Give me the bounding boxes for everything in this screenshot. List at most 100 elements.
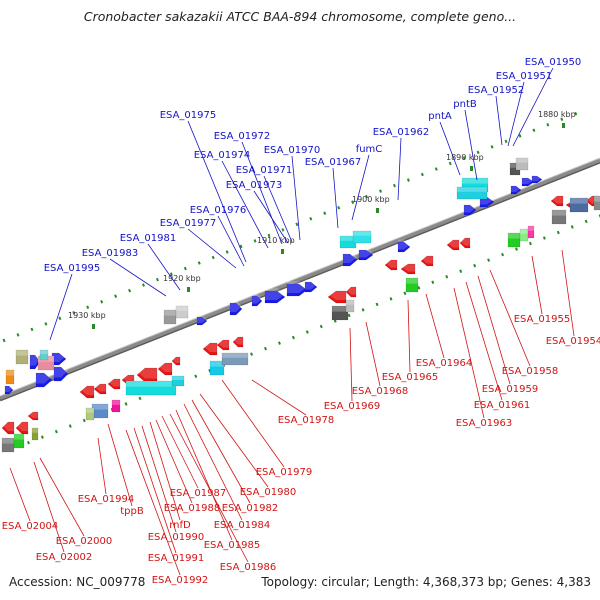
gene-label-esa-01992: ESA_01992 (125, 429, 208, 586)
feature-box-shape (171, 375, 185, 387)
gene-callout-line (141, 425, 177, 533)
gene-label-text: ESA_01952 (468, 85, 525, 96)
gene-label-text: ESA_01969 (324, 401, 381, 412)
reverse-gene-arrow-shape (79, 385, 95, 399)
reverse-gene-arrow (384, 257, 398, 271)
feature-box-shade (210, 361, 224, 367)
forward-gene-arrow-shade (343, 251, 357, 263)
forward-gene-arrow-shape (286, 283, 308, 297)
feature-box-shade (32, 428, 38, 433)
gene-label-esa-01983: ESA_01983 (82, 248, 167, 297)
reverse-gene-arrow-shade (16, 419, 28, 431)
gene-label-text: ESA_01959 (482, 384, 539, 395)
gene-callout-line (489, 269, 531, 367)
forward-gene-arrow-shade (287, 281, 307, 293)
reverse-gene-arrow-shade (447, 237, 459, 248)
gene-callout-line (425, 293, 445, 359)
reverse-gene-arrow (107, 376, 121, 390)
gene-callout-line (187, 120, 247, 263)
feature-box-shade (164, 310, 176, 316)
gene-label-esa-01975: ESA_01975 (160, 110, 247, 263)
feature-box-shade (92, 404, 108, 410)
gene-callout-line (49, 273, 73, 341)
gene-label-text: ESA_01972 (214, 131, 271, 142)
gene-callout-line (175, 409, 233, 541)
feature-box-shape (569, 197, 589, 213)
gene-label-esa-01959: ESA_01959 (477, 275, 539, 395)
upper-tick (183, 266, 187, 271)
feature-box-shade (332, 306, 348, 312)
reverse-gene-arrow-shade (137, 364, 157, 379)
gene-label-text: ESA_01985 (204, 540, 261, 551)
gene-callout-line (477, 275, 511, 385)
feature-box-shade (172, 376, 184, 380)
upper-tick (253, 239, 257, 243)
forward-gene-arrow-shade (5, 384, 13, 392)
gene-label-text: ESA_01983 (82, 248, 139, 259)
forward-gene-arrow-shade (305, 279, 317, 290)
gene-callout-line (155, 419, 193, 504)
feature-box-shade (14, 434, 24, 440)
reverse-gene-arrow (202, 340, 218, 356)
lower-tick (361, 308, 365, 312)
lower-tick (445, 274, 449, 279)
reverse-gene-arrow-shade (346, 284, 356, 295)
gene-callout-line (149, 421, 181, 521)
gene-callout-line (365, 321, 381, 387)
feature-box (515, 157, 529, 171)
feature-box-shape (405, 277, 419, 293)
feature-box (13, 433, 25, 449)
scale-tick-label: 1900 kbp (352, 195, 390, 204)
forward-gene-arrow (29, 351, 41, 370)
forward-gene-arrow (463, 202, 477, 216)
lower-tick (124, 402, 128, 406)
forward-gene-arrow (510, 184, 522, 195)
reverse-gene-arrow-shade (122, 372, 134, 383)
feature-box-shade (406, 278, 418, 284)
upper-tick (392, 183, 396, 188)
feature-box (352, 230, 372, 244)
feature-box-shade (126, 381, 176, 387)
lower-tick (305, 330, 309, 334)
lower-tick (333, 319, 337, 323)
gene-label-fumc: fumC (351, 144, 382, 221)
forward-gene-arrow (35, 369, 53, 388)
forward-gene-arrow-shade (532, 174, 542, 182)
gene-callout-line (221, 160, 269, 249)
lower-tick (501, 252, 505, 257)
feature-box (507, 232, 521, 248)
lower-tick (431, 280, 435, 285)
feature-box-shape (13, 433, 25, 449)
feature-box-shade (112, 400, 120, 405)
feature-box-shade (176, 306, 188, 311)
lower-tick (26, 440, 30, 445)
reverse-gene-arrow-shade (108, 376, 120, 387)
gene-label-text: ESA_01987 (170, 488, 227, 499)
upper-tick (448, 161, 452, 166)
feature-box-shade (508, 233, 520, 239)
forward-gene-arrow (51, 350, 67, 366)
gene-callout-line (161, 415, 199, 489)
reverse-gene-arrow (15, 419, 29, 435)
gene-callout-line (453, 287, 485, 419)
forward-gene-arrow (521, 176, 535, 187)
feature-box (125, 380, 177, 396)
upper-tick (406, 178, 410, 182)
gene-label-text: ESA_01975 (160, 110, 217, 121)
gene-label-text: ESA_01977 (160, 218, 217, 229)
feature-box-shape (221, 352, 249, 366)
backbone-line (0, 158, 600, 400)
forward-gene-arrow (286, 281, 308, 297)
feature-box (519, 228, 529, 242)
upper-tick (86, 305, 90, 310)
upper-tick (546, 122, 550, 127)
upper-tick (142, 283, 145, 287)
upper-tick (239, 244, 243, 249)
upper-tick (490, 145, 494, 149)
gene-label-esa-01969: ESA_01969 (324, 327, 381, 412)
upper-tick (434, 167, 438, 171)
forward-gene-arrow (531, 174, 543, 184)
forward-gene-arrow-shade (230, 300, 242, 312)
feature-box (209, 360, 225, 376)
